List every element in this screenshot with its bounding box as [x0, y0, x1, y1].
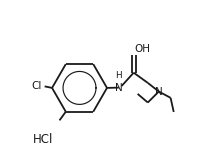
Text: Cl: Cl: [31, 81, 42, 91]
Text: N: N: [154, 87, 162, 97]
Text: N: N: [114, 83, 122, 93]
Text: OH: OH: [134, 44, 150, 54]
Text: H: H: [115, 71, 121, 80]
Text: HCl: HCl: [32, 133, 53, 146]
